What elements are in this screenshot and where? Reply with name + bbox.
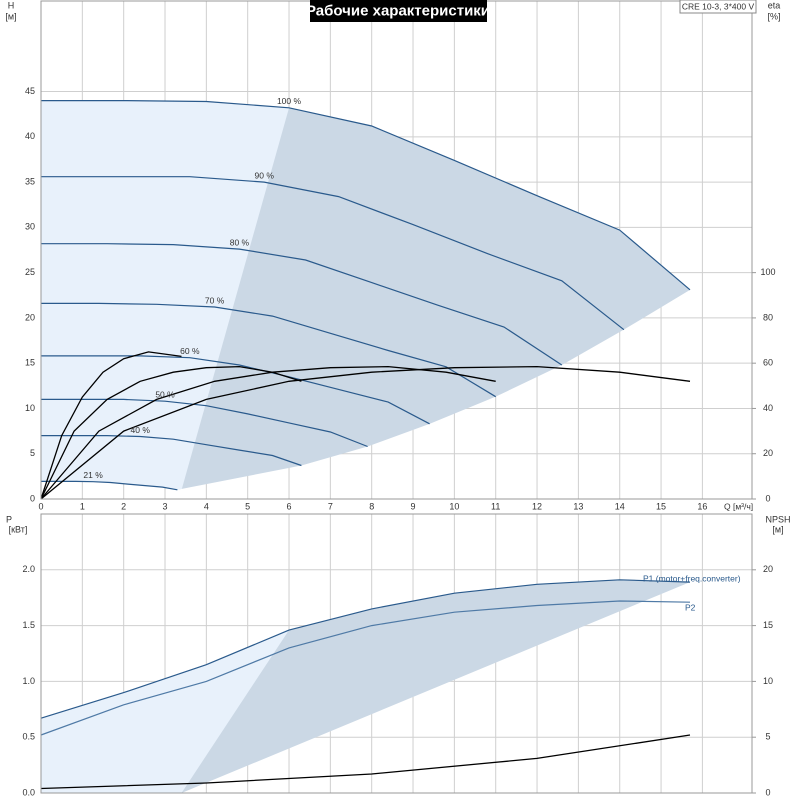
curve-label: 40 % — [131, 425, 151, 435]
curve-label: P2 — [685, 602, 696, 612]
note: CRE 10-3, 3*400 V — [682, 1, 755, 11]
x-tick-label: 15 — [656, 501, 666, 511]
y-tick-label: 5 — [30, 448, 35, 458]
y2-axis-unit: [м] — [772, 524, 783, 534]
x-tick-label: 11 — [491, 501, 500, 511]
curve-label: 80 % — [230, 237, 250, 247]
secondary-curve — [40, 351, 182, 500]
x-tick-label: 3 — [163, 501, 168, 511]
curve — [41, 355, 430, 425]
curve — [41, 100, 691, 291]
y-axis-label: H — [8, 0, 15, 10]
curve — [40, 579, 691, 719]
y2-axis-label: NPSH — [765, 514, 790, 524]
y2-tick-label: 0 — [765, 787, 770, 797]
y-tick-label: 15 — [25, 358, 35, 368]
y-tick-label: 0.0 — [22, 787, 35, 797]
y-axis-unit: [кВт] — [9, 524, 28, 534]
x-tick-label: 10 — [449, 501, 459, 511]
y-tick-label: 30 — [25, 222, 35, 232]
operating-range-light — [41, 100, 320, 490]
curve-label: 70 % — [205, 295, 225, 305]
x-tick-label: 14 — [615, 501, 625, 511]
chart-title: Рабочие характеристики — [306, 2, 490, 19]
y-tick-label: 35 — [25, 176, 35, 186]
x-tick-label: 0 — [38, 501, 43, 511]
x-tick-label: 16 — [697, 501, 707, 511]
curve — [41, 480, 178, 491]
y2-tick-label: 20 — [763, 564, 773, 574]
curve-label: 100 % — [277, 96, 302, 106]
y-tick-label: 0 — [30, 493, 35, 503]
y2-tick-label: 100 — [760, 267, 775, 277]
y-tick-label: 2.0 — [22, 564, 35, 574]
x-tick-label: 1 — [80, 501, 85, 511]
secondary-curve — [40, 365, 302, 500]
y-axis-unit: [м] — [5, 11, 16, 21]
x-tick-label: 2 — [121, 501, 126, 511]
x-tick-label: 12 — [532, 501, 542, 511]
y-axis-label: P — [6, 514, 12, 524]
x-tick-label: 7 — [328, 501, 333, 511]
y2-tick-label: 40 — [763, 403, 773, 413]
y2-tick-label: 5 — [765, 732, 770, 742]
curve — [41, 398, 368, 448]
curve — [41, 176, 625, 331]
y2-tick-label: 10 — [763, 676, 773, 686]
title-box — [310, 0, 487, 22]
x-tick-label: 6 — [287, 501, 292, 511]
y-tick-label: 25 — [25, 267, 35, 277]
x-tick-label: 8 — [369, 501, 374, 511]
y2-tick-label: 20 — [763, 448, 773, 458]
curve-label: 60 % — [180, 346, 200, 356]
secondary-curve — [40, 734, 691, 790]
y-tick-label: 1.5 — [22, 620, 35, 630]
curve-label: 50 % — [155, 389, 175, 399]
y2-tick-label: 80 — [763, 312, 773, 322]
x-axis-label: Q [м³/ч] — [724, 501, 753, 511]
curve — [40, 600, 691, 736]
y-tick-label: 1.0 — [22, 676, 35, 686]
y-tick-label: 45 — [25, 86, 35, 96]
y2-axis-label: eta — [768, 0, 781, 10]
secondary-curve — [40, 365, 691, 500]
x-tick-label: 4 — [204, 501, 209, 511]
curve-label: 90 % — [255, 170, 275, 180]
curve-label: 21 % — [83, 470, 103, 480]
curve — [41, 435, 302, 467]
y-tick-label: 20 — [25, 312, 35, 322]
curve-label: P1 (motor+freq.converter) — [643, 573, 741, 583]
y-tick-label: 10 — [25, 403, 35, 413]
y2-tick-label: 60 — [763, 358, 773, 368]
y-tick-label: 0.5 — [22, 732, 35, 742]
x-tick-label: 9 — [411, 501, 416, 511]
note-box — [679, 0, 757, 14]
curve — [41, 243, 563, 366]
y2-axis-unit: [%] — [767, 11, 780, 21]
y-tick-label: 40 — [25, 131, 35, 141]
x-tick-label: 5 — [245, 501, 250, 511]
curve — [41, 302, 497, 398]
y2-tick-label: 0 — [765, 493, 770, 503]
x-tick-label: 13 — [573, 501, 583, 511]
y2-tick-label: 15 — [763, 620, 773, 630]
plot-frame — [40, 513, 753, 794]
